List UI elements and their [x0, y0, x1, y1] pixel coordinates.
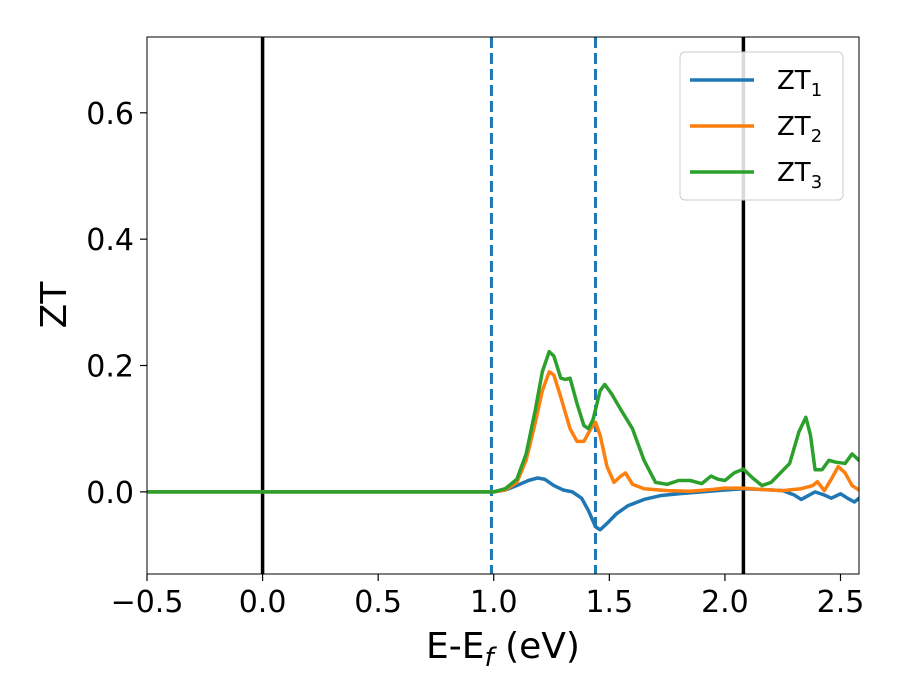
series-line-zt2	[147, 370, 859, 494]
x-tick-label: 2.0	[701, 585, 749, 620]
y-tick-label: 0.4	[86, 223, 134, 258]
legend-label-zt3: ZT3	[777, 158, 822, 193]
y-tick-label: 0.0	[86, 476, 134, 511]
x-tick-label: 0.5	[354, 585, 402, 620]
x-axis-title: E-Ef (eV)	[426, 626, 580, 673]
plot-frame	[146, 36, 860, 575]
y-tick-label: 0.6	[86, 97, 134, 132]
series-line-zt3	[147, 349, 859, 494]
x-tick-label: 1.0	[470, 585, 518, 620]
x-tick-label: 1.5	[585, 585, 633, 620]
series-line-zt1	[147, 476, 859, 532]
x-axis: −0.5 0.0 0.5 1.0 1.5 2.0 2.5	[111, 574, 865, 620]
x-tick-label: 2.5	[817, 585, 865, 620]
y-axis: 0.0 0.2 0.4 0.6	[86, 97, 147, 511]
legend-box	[679, 51, 844, 201]
legend-label-zt2: ZT2	[777, 112, 822, 147]
y-axis-title: ZT	[34, 281, 75, 329]
legend: ZT1 ZT2 ZT3	[679, 51, 844, 201]
x-tick-label: −0.5	[111, 585, 184, 620]
legend-label-zt1: ZT1	[777, 66, 822, 101]
x-tick-label: 0.0	[239, 585, 287, 620]
y-tick-label: 0.2	[86, 350, 134, 385]
series-group	[147, 349, 859, 532]
